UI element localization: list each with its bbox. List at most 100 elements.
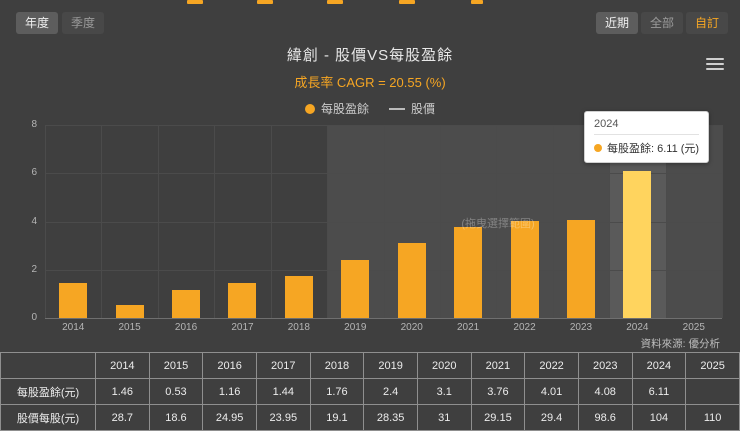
table-cell: 29.15	[470, 404, 526, 431]
chart-gridline-horizontal	[45, 173, 722, 174]
period-toggle-year[interactable]: 年度	[16, 12, 59, 34]
chart-gridline-vertical	[553, 125, 554, 318]
period-toggle-quarter[interactable]: 季度	[62, 12, 105, 34]
table-cell: 0.53	[148, 378, 204, 405]
chart-bar-2015[interactable]	[115, 305, 144, 318]
x-axis-label: 2015	[118, 322, 141, 333]
table-header-cell: 2014	[95, 352, 150, 379]
page-title: 緯創 - 股價VS每股盈餘	[286, 47, 454, 64]
chart-gridline-horizontal	[45, 125, 722, 126]
table-header-cell: 2020	[416, 352, 472, 379]
table-header-cell: 2022	[524, 352, 579, 379]
data-source-label: 資料來源: 優分析	[640, 338, 720, 350]
top-nav-fragment	[471, 0, 483, 4]
legend-item-price[interactable]: 股價	[389, 100, 435, 117]
tooltip-series-line: 每股盈餘: 6.11 (元)	[594, 140, 699, 156]
tooltip-title: 2024	[594, 118, 700, 135]
chart-gridline-vertical	[440, 125, 441, 318]
x-axis-label: 2022	[513, 322, 536, 333]
y-axis-label: 6	[31, 167, 37, 179]
tooltip-series-dot-icon	[594, 144, 602, 152]
table-cell: 4.01	[524, 378, 579, 405]
range-toggle: 近期 全部 自訂	[595, 12, 728, 34]
x-axis-label: 2019	[344, 322, 367, 333]
legend-line-icon	[389, 107, 405, 110]
table-cell: 23.95	[255, 404, 311, 431]
chart-gridline-vertical	[609, 125, 610, 318]
table-cell: 18.6	[148, 404, 204, 431]
table-cell: 28.7	[95, 404, 150, 431]
chart-gridline-vertical	[722, 125, 723, 318]
table-row-label: 每股盈餘(元)	[0, 378, 96, 405]
hamburger-menu-icon[interactable]	[706, 55, 724, 73]
top-nav-fragment	[399, 0, 415, 4]
chart-gridline-vertical	[666, 125, 667, 318]
y-axis-label: 2	[31, 263, 37, 275]
chart-gridline-vertical	[496, 125, 497, 318]
table-header-row: 2014 2015 2016 2017 2018 2019 2020 2021 2022 2023…	[0, 352, 740, 379]
x-axis-label: 2017	[231, 322, 254, 333]
x-axis-label: 2021	[456, 322, 480, 333]
chart-bar-2022[interactable]	[510, 221, 539, 318]
chart-gridline-horizontal	[45, 270, 722, 271]
chart-gridline-vertical	[158, 125, 159, 318]
table-cell: 2.4	[363, 378, 418, 405]
range-toggle-custom[interactable]: 自訂	[685, 12, 728, 34]
chart-gridline-horizontal	[45, 222, 722, 223]
table-row-label: 股價每股(元)	[0, 404, 96, 431]
x-axis-label: 2018	[287, 322, 310, 333]
table-cell: 1.46	[95, 378, 150, 405]
table-cell	[685, 378, 740, 405]
chart-bar-2023[interactable]	[566, 219, 595, 318]
legend-dot-icon	[304, 103, 315, 114]
chart-gridline-vertical	[214, 125, 215, 318]
range-toggle-all[interactable]: 全部	[640, 12, 683, 34]
table-header-cell: 2017	[255, 352, 311, 379]
table-header-cell: 2023	[577, 352, 633, 379]
table-cell: 104	[631, 404, 687, 431]
table-cell: 29.4	[524, 404, 579, 431]
table-cell: 31	[416, 404, 472, 431]
chart-bar-2017[interactable]	[228, 283, 257, 318]
range-toggle-recent[interactable]: 近期	[595, 12, 638, 34]
chart-bar-2020[interactable]	[397, 243, 426, 318]
table-row: 股價每股(元) 28.7 18.6 24.95 23.95 19.1 28.35 31 29.1…	[0, 404, 740, 431]
table-cell: 6.11	[631, 378, 687, 405]
chart-legend: 每股盈餘 股價	[0, 100, 740, 117]
table-cell: 3.1	[416, 378, 472, 405]
table-cell: 24.95	[202, 404, 257, 431]
table-header-cell: 2025	[685, 352, 740, 379]
chart-bar-2016[interactable]	[172, 290, 201, 318]
legend-item-eps[interactable]: 每股盈餘	[304, 100, 369, 117]
top-nav-fragment	[187, 0, 203, 4]
x-axis-label: 2023	[569, 322, 593, 333]
chart-bar-2014[interactable]	[59, 282, 88, 318]
y-axis-label: 8	[31, 119, 37, 130]
top-nav-fragment	[257, 0, 273, 4]
period-toggle: 年度 季度	[16, 12, 105, 34]
x-axis-label: 2024	[626, 322, 649, 333]
chart-gridline-vertical	[45, 125, 46, 318]
table-cell: 3.76	[470, 378, 526, 405]
chart-bar-2019[interactable]	[341, 260, 370, 318]
chart-bar-2021[interactable]	[454, 227, 483, 318]
table-header-cell: 2016	[202, 352, 257, 379]
chart-gridline-vertical	[327, 125, 328, 318]
chart-gridline-vertical	[271, 125, 272, 318]
chart-bar-2024[interactable]	[623, 170, 652, 318]
legend-label-price: 股價	[411, 102, 436, 116]
x-axis-label: 2016	[174, 322, 198, 333]
y-axis-label: 4	[31, 215, 37, 227]
table-header-cell	[0, 352, 96, 379]
x-axis-label: 2025	[682, 322, 705, 333]
chart-gridline-horizontal	[45, 318, 722, 319]
table-header-cell: 2019	[363, 352, 418, 379]
table-row: 每股盈餘(元) 1.46 0.53 1.16 1.44 1.76 2.4 3.1 3.76 4.0…	[0, 378, 740, 405]
table-header-cell: 2018	[309, 352, 365, 379]
table-header-cell: 2021	[470, 352, 526, 379]
chart-gridline-vertical	[384, 125, 385, 318]
chart-tooltip: 2024 每股盈餘: 6.11 (元)	[584, 111, 710, 163]
chart-bar-2018[interactable]	[284, 275, 313, 318]
table-header-cell: 2024	[631, 352, 687, 379]
